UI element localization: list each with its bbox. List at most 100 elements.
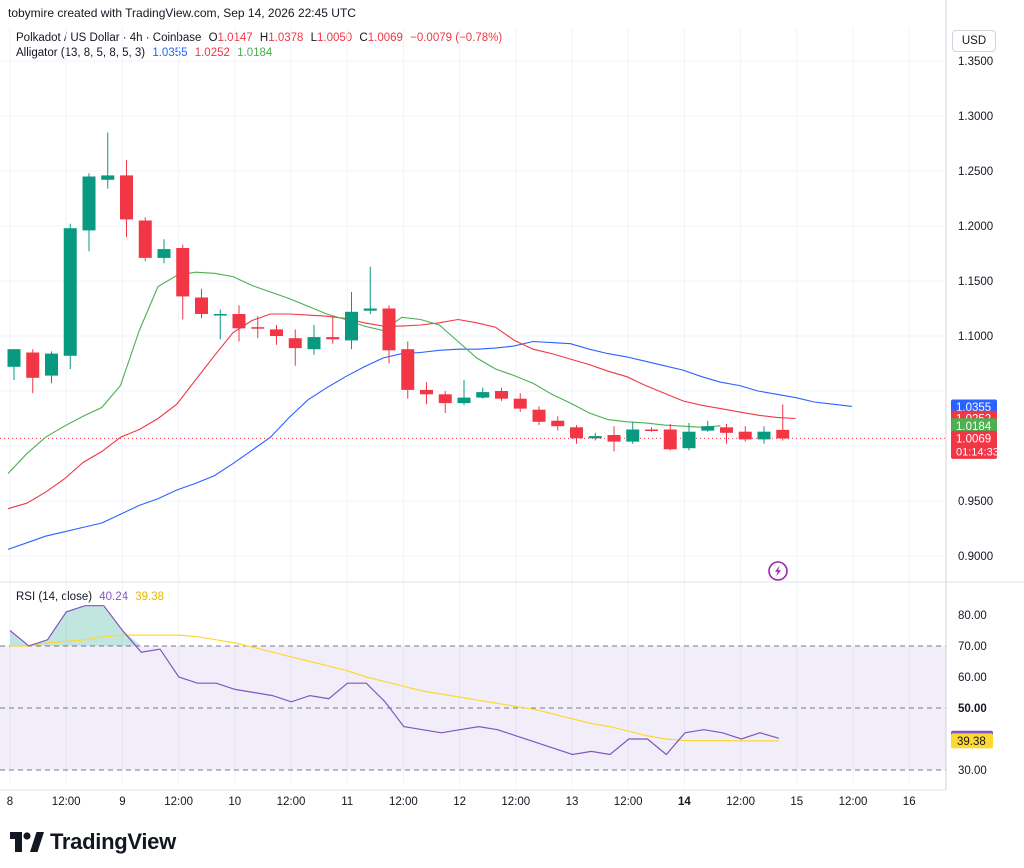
time-tick-label: 16 bbox=[903, 796, 916, 808]
candle-body bbox=[213, 314, 227, 316]
close-label: C bbox=[359, 32, 368, 44]
candle-body bbox=[7, 349, 21, 367]
candle-body bbox=[345, 311, 358, 341]
time-tick-label: 11 bbox=[341, 796, 353, 808]
time-tick-label: 12:00 bbox=[389, 796, 418, 808]
rsi-legend[interactable]: RSI (14, close) 40.24 39.38 bbox=[16, 591, 164, 603]
rsi-tick-label: 50.00 bbox=[958, 703, 987, 715]
time-tick-label: 12:00 bbox=[614, 796, 643, 808]
last-price-badge-text: 1.0069 bbox=[956, 433, 991, 445]
candle-body bbox=[701, 426, 715, 431]
close-value: 1.0069 bbox=[367, 32, 403, 44]
candle bbox=[757, 426, 771, 444]
candle bbox=[307, 325, 321, 355]
rsi-label[interactable]: RSI (14, close) bbox=[16, 591, 93, 603]
rsi-value: 40.24 bbox=[99, 591, 129, 603]
candle bbox=[326, 316, 340, 344]
alligator-lips-line bbox=[7, 271, 721, 474]
rsi-tick-label: 60.00 bbox=[958, 672, 987, 684]
rsi-tick-label: 70.00 bbox=[958, 641, 987, 653]
candle bbox=[532, 406, 546, 426]
currency-button[interactable]: USD bbox=[952, 30, 996, 52]
time-tick-label: 12:00 bbox=[277, 796, 306, 808]
candle-body bbox=[570, 427, 583, 439]
rsi-line bbox=[9, 605, 779, 756]
candle bbox=[701, 420, 715, 432]
alligator-lips-value: 1.0184 bbox=[237, 47, 273, 59]
alligator-teeth-path bbox=[7, 313, 796, 510]
alligator-jaw-path bbox=[7, 340, 852, 550]
symbol-name[interactable]: Polkadot / US Dollar · 4h · Coinbase bbox=[16, 32, 202, 44]
candle-body bbox=[626, 429, 640, 442]
rsi-panel bbox=[0, 605, 946, 771]
low-label: L bbox=[310, 32, 318, 44]
lips-price-badge: 1.0184 bbox=[951, 418, 997, 434]
candle-body bbox=[663, 429, 677, 450]
time-tick-label: 12:00 bbox=[726, 796, 755, 808]
candle bbox=[513, 393, 527, 412]
candle bbox=[270, 325, 283, 345]
candle bbox=[738, 426, 752, 442]
candle-body bbox=[776, 429, 790, 439]
candle bbox=[551, 416, 565, 431]
time-tick-label: 8 bbox=[7, 796, 13, 808]
candle bbox=[288, 329, 302, 366]
lips-price-badge-bg bbox=[951, 418, 997, 434]
candle bbox=[195, 288, 208, 319]
candle-body bbox=[607, 435, 621, 442]
candle bbox=[345, 292, 358, 350]
candle-body bbox=[251, 327, 265, 329]
candle-body bbox=[757, 431, 771, 440]
last-price-badge-countdown: 01:14:33 bbox=[956, 446, 999, 458]
candle-body bbox=[326, 337, 340, 340]
rsi-ma-line bbox=[10, 634, 779, 742]
flash-icon[interactable] bbox=[768, 561, 788, 581]
time-tick-label: 13 bbox=[566, 796, 579, 808]
candle bbox=[626, 421, 640, 444]
candle bbox=[457, 380, 471, 406]
alligator-legend[interactable]: Alligator (13, 8, 5, 8, 5, 3) 1.0355 1.0… bbox=[16, 47, 272, 59]
candle bbox=[232, 305, 246, 342]
candle bbox=[570, 425, 583, 444]
candle bbox=[26, 349, 40, 394]
candle bbox=[720, 424, 733, 444]
price-tick-label: 1.1500 bbox=[958, 276, 993, 288]
candle-body bbox=[420, 389, 433, 395]
candle bbox=[7, 349, 21, 380]
candle-body bbox=[476, 392, 490, 398]
candle bbox=[607, 426, 621, 452]
candle bbox=[363, 266, 377, 314]
candle-body bbox=[382, 308, 396, 351]
high-label: H bbox=[259, 32, 269, 44]
time-tick-label: 12:00 bbox=[52, 796, 81, 808]
candle bbox=[157, 239, 171, 264]
candle-body bbox=[288, 338, 302, 349]
price-tick-label: 1.3000 bbox=[958, 111, 993, 123]
alligator-label[interactable]: Alligator (13, 8, 5, 8, 5, 3) bbox=[16, 47, 146, 59]
candle bbox=[382, 305, 396, 364]
time-tick-label: 10 bbox=[228, 796, 241, 808]
tradingview-logo-text: TradingView bbox=[50, 829, 176, 854]
candle-body bbox=[457, 397, 471, 404]
alligator-jaw-line bbox=[7, 340, 852, 550]
tradingview-logo[interactable]: TradingView bbox=[10, 828, 176, 856]
candle-body bbox=[720, 427, 733, 433]
time-tick-label: 12:00 bbox=[164, 796, 193, 808]
time-tick-label: 12:00 bbox=[839, 796, 868, 808]
price-tick-label: 1.2000 bbox=[958, 221, 993, 233]
candle bbox=[663, 424, 677, 451]
time-tick-label: 14 bbox=[678, 796, 691, 808]
candle bbox=[101, 132, 115, 189]
price-badges: 1.03551.02521.01841.006901:14:3340.2439.… bbox=[951, 399, 999, 749]
last-price-badge-bg bbox=[951, 430, 997, 459]
candle bbox=[476, 387, 490, 399]
candle-body bbox=[532, 409, 546, 422]
symbol-legend[interactable]: Polkadot / US Dollar · 4h · Coinbase O 1.… bbox=[16, 32, 502, 44]
candle-body bbox=[26, 352, 40, 378]
candle bbox=[495, 387, 508, 401]
candle bbox=[420, 382, 433, 405]
alligator-lips-path bbox=[7, 271, 721, 474]
price-tick-label: 0.9000 bbox=[958, 551, 993, 563]
